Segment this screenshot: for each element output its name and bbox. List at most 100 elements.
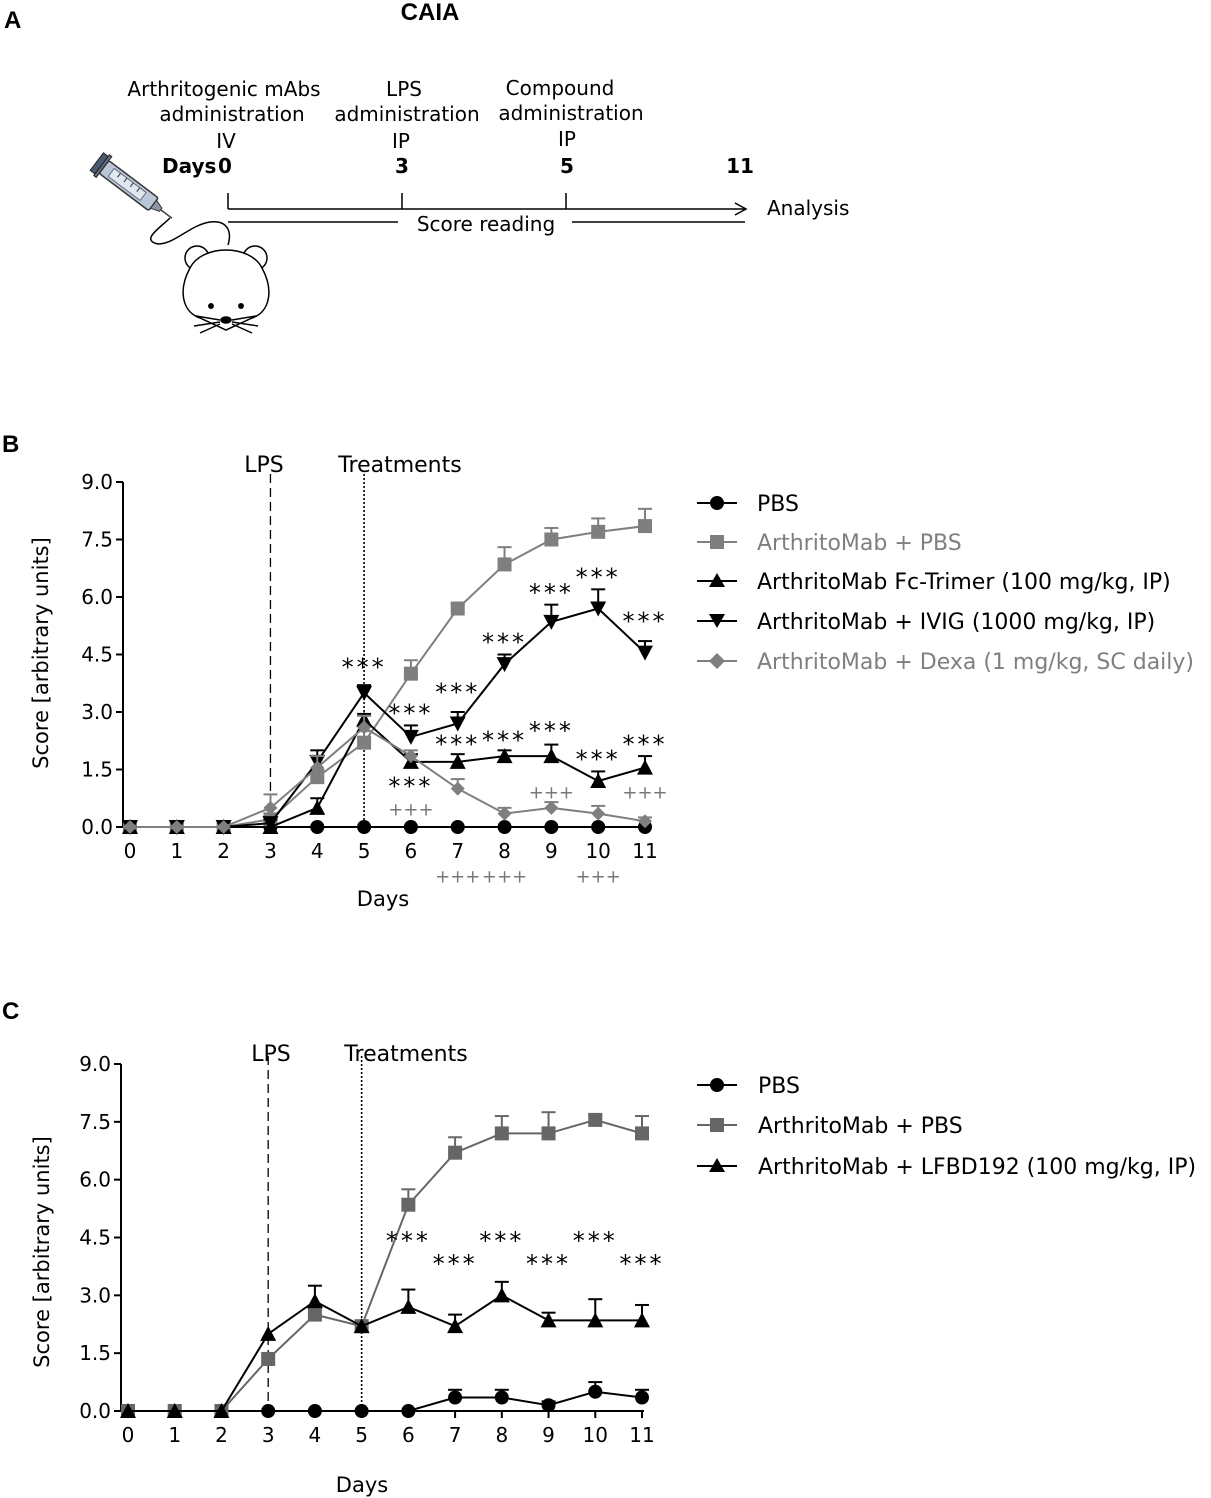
data-point <box>494 1126 509 1141</box>
data-point <box>403 666 418 681</box>
data-point <box>310 820 325 834</box>
data-point <box>634 1312 650 1328</box>
data-point <box>213 1403 230 1418</box>
legend-triangle-down-marker <box>709 614 725 628</box>
data-point <box>543 748 560 764</box>
series-2 <box>120 1280 650 1418</box>
data-point <box>449 753 466 769</box>
day-0: 0 <box>218 154 232 178</box>
significance-star: *** <box>623 608 668 636</box>
legend-triangle-up-marker <box>709 573 725 587</box>
data-point <box>353 1318 370 1334</box>
data-point <box>123 820 137 834</box>
x-tick-label: 1 <box>168 1423 181 1447</box>
data-point <box>310 760 325 775</box>
significance-star: *** <box>482 726 527 754</box>
y-tick-label: 9.0 <box>81 470 113 494</box>
data-point <box>544 800 559 815</box>
data-point <box>120 1403 136 1418</box>
chart-c-legend: PBS ArthritoMab + PBS ArthritoMab + LFBD… <box>697 1074 1196 1180</box>
legend-c-item-arthritomab-pbs: ArthritoMab + PBS <box>697 1114 963 1139</box>
data-point <box>541 1126 556 1141</box>
x-tick-label: 7 <box>449 1423 462 1447</box>
x-tick-label: 5 <box>355 1423 368 1447</box>
chart-b-treatments-label: Treatments <box>337 453 461 478</box>
legend-b-item-arthritomab-pbs: ArthritoMab + PBS <box>697 531 962 556</box>
data-point <box>357 720 372 735</box>
data-point <box>591 524 606 539</box>
significance-star: *** <box>479 1227 524 1255</box>
legend-b-item-pbs: PBS <box>697 492 799 517</box>
data-point <box>496 657 513 673</box>
significance-star: *** <box>576 746 621 774</box>
day-5: 5 <box>560 154 574 178</box>
x-tick-label: 6 <box>402 1423 415 1447</box>
panel-a: A CAIA Arthritogenic mAbs administration… <box>4 0 849 334</box>
x-tick-label: 2 <box>217 839 230 863</box>
legend-b-label-dexa: ArthritoMab + Dexa (1 mg/kg, SC daily) <box>757 650 1194 675</box>
y-tick-label: 7.5 <box>79 1110 111 1134</box>
chart-b-x-axis-label: Days <box>357 887 409 911</box>
legend-c-item-lfbd192: ArthritoMab + LFBD192 (100 mg/kg, IP) <box>697 1155 1196 1180</box>
significance-star: *** <box>435 679 480 707</box>
y-tick-label: 0.0 <box>79 1399 111 1423</box>
data-point <box>590 773 607 788</box>
legend-b-label-ivig: ArthritoMab + IVIG (1000 mg/kg, IP) <box>757 610 1155 635</box>
data-point <box>450 781 465 796</box>
x-tick-label: 0 <box>124 839 137 863</box>
data-point <box>403 749 418 764</box>
data-point <box>497 557 512 572</box>
data-point <box>638 814 652 829</box>
data-point <box>402 729 419 745</box>
data-point <box>450 601 465 616</box>
x-tick-label: 0 <box>122 1423 135 1447</box>
x-tick-label: 7 <box>451 839 464 863</box>
legend-diamond-marker <box>709 653 725 669</box>
data-point <box>310 770 325 785</box>
step3-line2: administration <box>498 101 643 125</box>
y-tick-label: 6.0 <box>81 585 113 609</box>
data-point <box>447 1318 464 1334</box>
legend-b-item-dexa: ArthritoMab + Dexa (1 mg/kg, SC daily) <box>697 650 1194 675</box>
legend-b-label-fc-trimer: ArthritoMab Fc-Trimer (100 mg/kg, IP) <box>757 570 1171 595</box>
series-4 <box>123 714 652 834</box>
x-tick-label: 11 <box>629 1423 654 1447</box>
chart-c-x-axis-label: Days <box>336 1473 388 1497</box>
legend-c-item-pbs: PBS <box>697 1074 800 1099</box>
step2-line1: LPS <box>386 77 422 101</box>
legend-circle-marker <box>710 496 724 510</box>
data-point <box>496 748 513 764</box>
y-tick-label: 3.0 <box>81 700 113 724</box>
step3-route: IP <box>558 127 576 151</box>
chart-b: 0.01.53.04.56.07.59.00 1 2 3 4 5 6 7 8 9 10 11*****… <box>81 470 667 888</box>
x-tick-label: 10 <box>583 1423 608 1447</box>
panel-b: B 0.0 1.5 3.0 4.5 6.0 7.5 9.0 0 1 2 3 4 5 6 7 8 9 10 11 ***… <box>2 431 1194 911</box>
x-tick-label: 4 <box>309 1423 322 1447</box>
significance-star: *** <box>529 717 574 745</box>
data-point <box>544 532 559 547</box>
y-tick-label: 4.5 <box>79 1226 111 1250</box>
significance-star: *** <box>435 730 480 758</box>
data-point <box>306 1293 323 1309</box>
data-point <box>590 601 607 617</box>
data-point <box>400 1298 417 1314</box>
data-point <box>263 800 278 815</box>
data-point <box>261 1404 276 1418</box>
data-point <box>637 759 653 775</box>
significance-star: *** <box>482 629 527 657</box>
syringe-icon <box>89 152 173 219</box>
data-point <box>450 820 465 834</box>
significance-plus: +++ <box>576 867 621 888</box>
legend-b-item-fc-trimer: ArthritoMab Fc-Trimer (100 mg/kg, IP) <box>697 570 1171 595</box>
legend-triangle-up-marker <box>709 1158 725 1172</box>
data-point <box>540 1312 557 1328</box>
data-point <box>638 519 652 534</box>
data-point <box>493 1287 510 1303</box>
significance-star: *** <box>342 654 387 682</box>
data-point <box>309 799 326 815</box>
score-reading-label: Score reading <box>417 212 555 236</box>
chart-c: 0.01.53.04.56.07.59.00 1 2 3 4 5 6 7 8 9 10 11*****… <box>79 1052 661 1447</box>
data-point <box>587 1312 604 1328</box>
data-point <box>403 820 418 834</box>
x-tick-label: 2 <box>215 1423 228 1447</box>
